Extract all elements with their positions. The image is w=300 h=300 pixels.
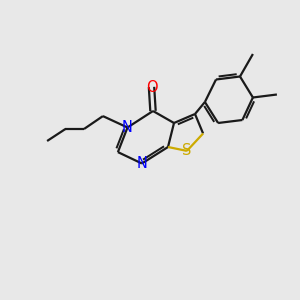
Text: S: S — [182, 143, 192, 158]
Text: O: O — [146, 80, 157, 94]
Text: N: N — [136, 156, 147, 171]
Text: N: N — [122, 120, 133, 135]
